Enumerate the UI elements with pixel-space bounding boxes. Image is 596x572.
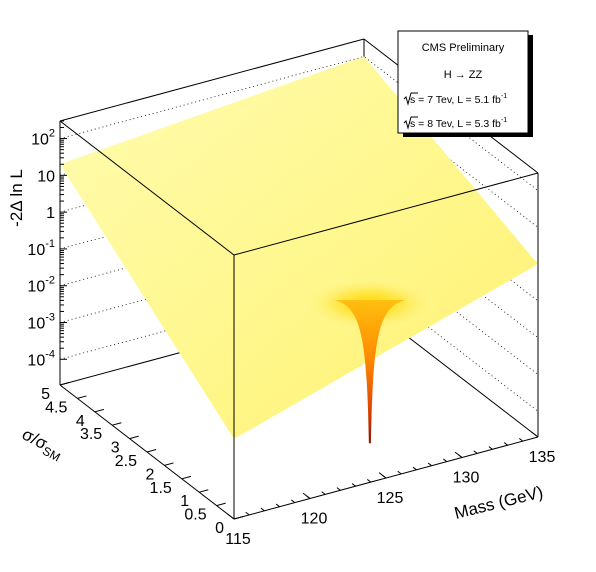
y-tick-mark xyxy=(233,516,244,520)
y-tick-label: 3.5 xyxy=(80,426,102,443)
legend-process: H → ZZ xyxy=(444,69,483,81)
x-tick-label: 120 xyxy=(301,511,328,528)
y-axis: 0 0.51 1.52 2.53 3.54 4.55 xyxy=(41,382,244,537)
sqrt-icon xyxy=(403,92,418,106)
x-minor-tick xyxy=(306,495,311,499)
x-minor-tick xyxy=(275,503,280,508)
legend-line-7tev: s = 7 Tev, L = 5.1 fb-1 xyxy=(403,92,507,106)
x-minor-tick xyxy=(458,454,463,458)
x-axis-title: Mass (GeV) xyxy=(452,482,545,522)
y-tick-label: 4 xyxy=(76,413,85,430)
z-tick-label: 10-1 xyxy=(27,238,55,259)
y-tick-mark xyxy=(129,435,139,440)
x-minor-tick xyxy=(443,458,448,462)
y-tick-mark xyxy=(216,502,226,507)
z-tick-label: 1 xyxy=(46,205,55,222)
z-tick-label: 10-4 xyxy=(27,348,55,369)
y-tick-label: 0 xyxy=(215,520,224,537)
svg-text:s = 8 Tev, L = 5.3 fb-1: s = 8 Tev, L = 5.3 fb-1 xyxy=(410,117,507,130)
z-gridline xyxy=(59,276,539,412)
y-tick-mark xyxy=(199,489,209,493)
z-tick-label: 10 xyxy=(37,168,55,185)
y-tick-mark xyxy=(77,395,87,399)
y-tick-label: 1 xyxy=(180,493,189,510)
sqrt-icon xyxy=(403,116,418,130)
y-tick-label: 2.5 xyxy=(115,453,137,470)
y-tick-label: 4.5 xyxy=(45,399,67,416)
x-minor-tick xyxy=(291,499,296,503)
y-tick-mark xyxy=(94,408,105,413)
legend-line-8tev: s = 8 Tev, L = 5.3 fb-1 xyxy=(403,116,507,130)
legend-title: CMS Preliminary xyxy=(422,42,505,54)
x-minor-tick xyxy=(473,450,478,454)
x-minor-tick xyxy=(245,511,250,516)
y-tick-mark xyxy=(146,449,157,453)
y-tick-label: 3 xyxy=(111,440,120,457)
surface-minimum-spike xyxy=(333,299,406,444)
x-tick-mark xyxy=(530,431,539,438)
x-minor-tick xyxy=(412,466,417,471)
likelihood-surface xyxy=(60,56,538,444)
x-minor-tick xyxy=(336,487,341,491)
y-tick-label: 1.5 xyxy=(150,480,172,497)
y-tick-label: 0.5 xyxy=(184,507,206,524)
y-tick-mark xyxy=(181,475,192,480)
x-minor-tick xyxy=(503,442,508,446)
z-gridline xyxy=(59,56,539,191)
z-axis-title: -2Δ ln L xyxy=(7,169,26,227)
x-tick-label: 115 xyxy=(225,531,251,548)
x-minor-tick xyxy=(397,470,402,475)
z-tick-label: 102 xyxy=(31,128,55,149)
z-tick-label: 10-3 xyxy=(27,311,55,332)
x-minor-tick xyxy=(367,479,372,483)
x-axis: 115 120 125 130 135 xyxy=(225,431,556,548)
y-axis-title: σ/σSM xyxy=(17,424,66,464)
svg-text:σ/σSM: σ/σSM xyxy=(17,424,66,464)
x-minor-tick xyxy=(260,507,265,512)
surface-plateau xyxy=(60,56,538,439)
x-tick-mark xyxy=(226,513,235,520)
x-minor-tick xyxy=(382,474,387,479)
x-minor-tick xyxy=(519,438,524,442)
z-axis: 10-4 10-3 10-2 10-1 1 10 102 xyxy=(27,120,67,369)
x-minor-tick xyxy=(488,446,493,450)
y-tick-mark xyxy=(112,422,122,426)
y-tick-mark xyxy=(164,462,174,466)
x-minor-tick xyxy=(351,483,356,487)
x-tick-label: 135 xyxy=(529,449,556,466)
y-tick-label: 5 xyxy=(41,386,50,403)
z-tick-label: 10-2 xyxy=(27,275,55,296)
y-tick-mark xyxy=(59,382,70,386)
x-tick-label: 130 xyxy=(453,470,480,487)
svg-text:s = 7 Tev, L = 5.1 fb-1: s = 7 Tev, L = 5.1 fb-1 xyxy=(410,93,507,106)
x-minor-tick xyxy=(427,462,432,467)
x-minor-tick xyxy=(321,491,326,495)
legend-box: CMS Preliminary H → ZZ s = 7 Tev, L = 5.… xyxy=(397,30,533,137)
x-tick-label: 125 xyxy=(377,490,404,507)
y-tick-label: 2 xyxy=(145,466,154,483)
